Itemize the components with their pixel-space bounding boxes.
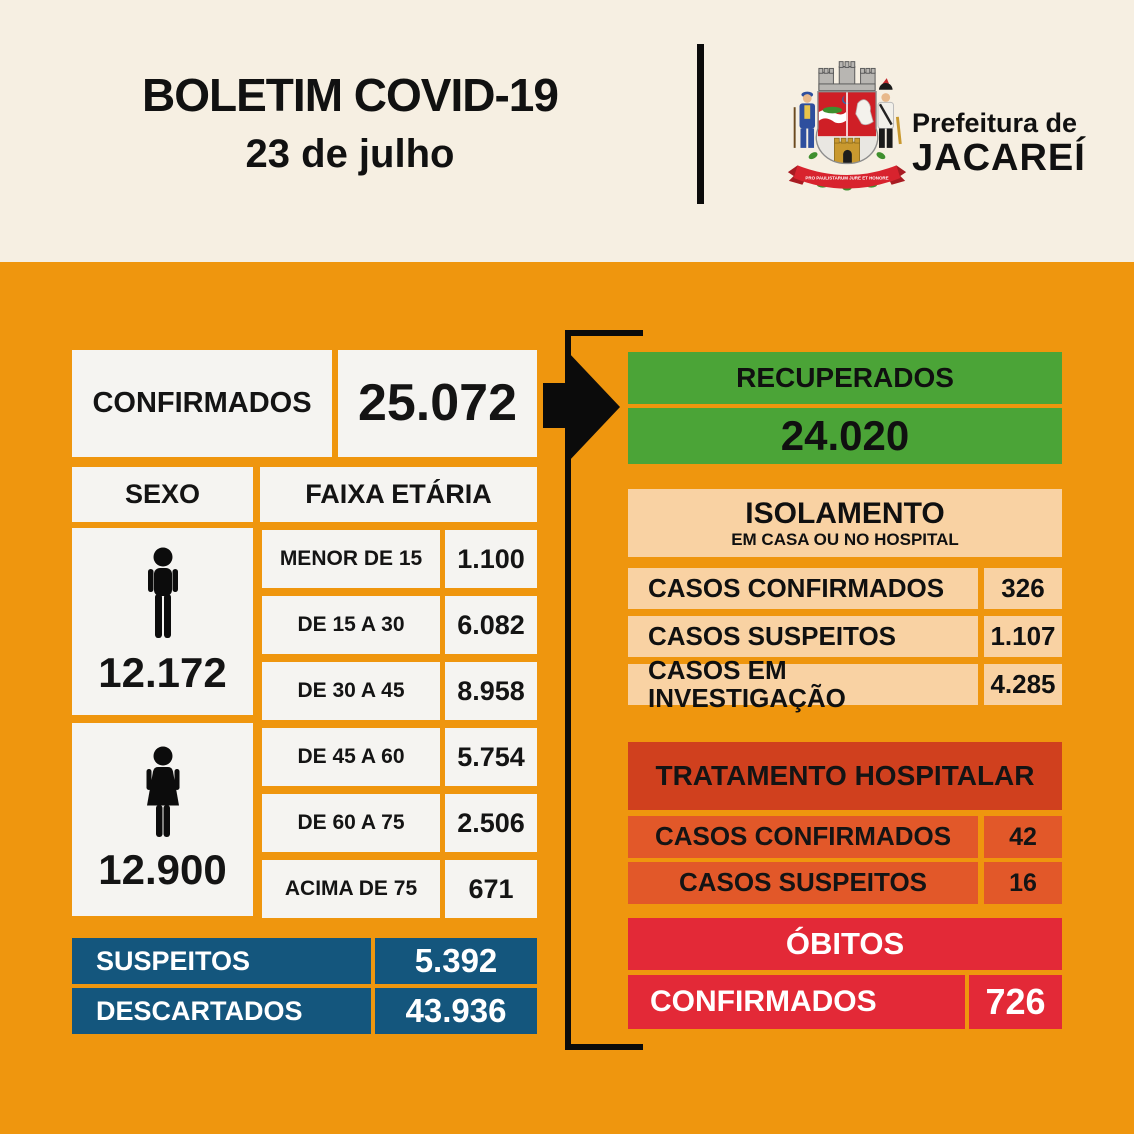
isolamento-row-value: 4.285	[984, 664, 1062, 705]
tratamento-row-value: 42	[984, 816, 1062, 858]
age-row-value: 1.100	[445, 530, 537, 588]
tratamento-row-label: CASOS SUSPEITOS	[628, 862, 978, 904]
age-row-value: 2.506	[445, 794, 537, 852]
age-row-value: 671	[445, 860, 537, 918]
page-title: BOLETIM COVID-19	[142, 68, 559, 121]
page-subtitle-date: 23 de julho	[245, 132, 455, 176]
age-row-label: DE 30 A 45	[262, 662, 440, 720]
isolamento-row-value: 326	[984, 568, 1062, 609]
motto-ribbon: PRO PAULISTARUM JURE ET HONORE	[787, 165, 907, 189]
isolamento-subtitle: EM CASA OU NO HOSPITAL	[731, 529, 959, 549]
header-divider	[697, 44, 704, 204]
suspeitos-value: 5.392	[375, 938, 537, 984]
age-row-value: 8.958	[445, 662, 537, 720]
descartados-value: 43.936	[375, 988, 537, 1034]
male-count: 12.172	[98, 649, 227, 697]
motto-text: PRO PAULISTARUM JURE ET HONORE	[805, 175, 888, 180]
org-line1: Prefeitura de	[912, 108, 1078, 138]
isolamento-row-value: 1.107	[984, 616, 1062, 657]
female-icon	[141, 746, 185, 838]
female-count: 12.900	[98, 846, 227, 894]
org-line2: JACAREÍ	[912, 137, 1086, 179]
female-card: 12.900	[72, 723, 253, 916]
left-supporter	[793, 91, 816, 148]
isolamento-row-label: CASOS SUSPEITOS	[628, 616, 978, 657]
tratamento-row-label: CASOS CONFIRMADOS	[628, 816, 978, 858]
age-row-label: DE 15 A 30	[262, 596, 440, 654]
confirmados-label: CONFIRMADOS	[72, 350, 332, 457]
obitos-header: ÓBITOS	[628, 918, 1062, 970]
bracket-vertical-line	[565, 330, 571, 1050]
tratamento-row-value: 16	[984, 862, 1062, 904]
isolamento-row-label: CASOS CONFIRMADOS	[628, 568, 978, 609]
bracket-bottom-line	[565, 1044, 643, 1050]
male-icon	[146, 547, 180, 639]
jacarei-coat-of-arms-icon: PRO PAULISTARUM JURE ET HONORE	[784, 58, 910, 200]
descartados-label: DESCARTADOS	[72, 988, 371, 1034]
age-row-value: 5.754	[445, 728, 537, 786]
age-row-label: MENOR DE 15	[262, 530, 440, 588]
sexo-header: SEXO	[72, 467, 253, 522]
isolamento-header: ISOLAMENTO EM CASA OU NO HOSPITAL	[628, 489, 1062, 557]
bracket-top-line	[565, 330, 643, 336]
age-row-value: 6.082	[445, 596, 537, 654]
faixa-etaria-header: FAIXA ETÁRIA	[260, 467, 537, 522]
recuperados-value: 24.020	[628, 408, 1062, 464]
suspeitos-label: SUSPEITOS	[72, 938, 371, 984]
age-row-label: ACIMA DE 75	[262, 860, 440, 918]
obitos-row-value: 726	[969, 975, 1062, 1029]
flow-arrow-icon	[538, 348, 624, 466]
tratamento-header: TRATAMENTO HOSPITALAR	[628, 742, 1062, 810]
right-supporter	[877, 78, 902, 148]
obitos-row-label: CONFIRMADOS	[628, 975, 965, 1029]
age-row-label: DE 45 A 60	[262, 728, 440, 786]
isolamento-row-label: CASOS EM INVESTIGAÇÃO	[628, 657, 978, 711]
recuperados-label: RECUPERADOS	[628, 352, 1062, 404]
age-row-label: DE 60 A 75	[262, 794, 440, 852]
male-card: 12.172	[72, 528, 253, 715]
isolamento-title: ISOLAMENTO	[745, 496, 945, 530]
header-band: BOLETIM COVID-19 23 de julho	[0, 0, 1134, 262]
org-name: Prefeitura de JACAREÍ	[912, 108, 1086, 178]
confirmados-value: 25.072	[338, 350, 537, 457]
